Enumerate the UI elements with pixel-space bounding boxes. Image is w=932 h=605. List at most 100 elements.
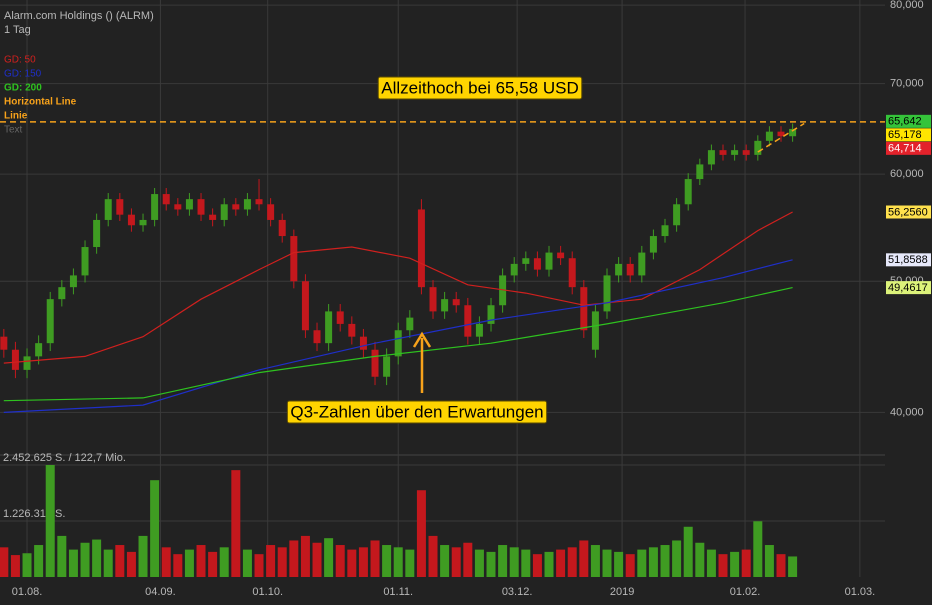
volume-bar — [416, 490, 426, 577]
volume-bar — [532, 554, 542, 577]
y-tick-label: 70,000 — [890, 77, 924, 89]
last-value-label: 51,8588 — [888, 254, 928, 266]
candle-body — [394, 330, 402, 357]
last-value-label: 64,714 — [888, 143, 922, 155]
candle-body — [719, 150, 727, 155]
legend-entry: GD: 150 — [4, 69, 42, 80]
annotation-box — [286, 400, 548, 424]
candle-body — [371, 349, 379, 377]
volume-bar — [428, 535, 438, 577]
volume-bar — [126, 551, 136, 577]
last-value-box — [886, 253, 931, 267]
candle-body — [0, 336, 8, 350]
candle-body — [81, 247, 89, 276]
volume-bar — [184, 549, 194, 577]
volume-bar — [335, 545, 345, 577]
candle-body — [591, 311, 599, 350]
volume-bar — [34, 545, 44, 577]
volume-tick-label: 1.226.312 S. — [3, 508, 65, 520]
volume-bar — [660, 545, 670, 577]
candle-body — [197, 199, 205, 215]
y-tick-label: 60,000 — [890, 168, 924, 180]
candle-body — [638, 252, 646, 276]
last-value-box — [886, 281, 931, 295]
annotation-text: Allzeithoch bei 65,58 USD — [381, 78, 579, 97]
volume-bar — [509, 547, 519, 577]
volume-bar — [324, 538, 334, 577]
volume-bar — [521, 549, 531, 577]
last-value-box — [886, 128, 931, 142]
x-tick-label: 2019 — [610, 586, 634, 598]
candle-body — [46, 299, 54, 344]
legend-entry: Horizontal Line — [4, 97, 77, 108]
volume-bar — [486, 551, 496, 577]
candle-body — [510, 263, 518, 276]
candle-body — [104, 199, 112, 220]
volume-bar — [92, 539, 102, 577]
volume-bar — [300, 535, 310, 577]
candle-body — [742, 150, 750, 155]
candle-body — [232, 204, 240, 210]
candle-body — [487, 305, 495, 324]
moving-average-line — [3, 259, 793, 413]
volume-bar — [706, 549, 716, 577]
candle-body — [789, 128, 797, 137]
candle-body — [707, 150, 715, 165]
candle-body — [93, 219, 101, 248]
volume-bar — [556, 549, 566, 577]
volume-bar — [683, 526, 693, 577]
trend-line — [757, 122, 805, 153]
volume-bar — [289, 540, 299, 577]
candle-body — [139, 219, 147, 226]
volume-bar — [10, 555, 20, 577]
candle-body — [626, 263, 634, 276]
moving-average-line — [3, 211, 793, 364]
volume-bar — [637, 549, 647, 577]
candle-body — [673, 204, 681, 226]
volume-bar — [208, 551, 218, 577]
candle-body — [23, 356, 31, 370]
candle-body — [684, 179, 692, 205]
volume-bar — [602, 549, 612, 577]
candle-body — [336, 311, 344, 324]
volume-bar — [173, 554, 183, 577]
volume-bar — [115, 545, 125, 577]
volume-bar — [695, 542, 705, 577]
volume-bar — [347, 549, 357, 577]
volume-tick-label: 2.452.625 S. / 122,7 Mio. — [3, 452, 126, 464]
volume-bar — [358, 547, 368, 577]
last-value-box — [886, 205, 931, 219]
candle-body — [603, 275, 611, 312]
candle-body — [127, 214, 135, 226]
candle-body — [522, 258, 530, 264]
last-value-label: 65,642 — [888, 116, 922, 128]
x-tick-label: 03.12. — [502, 586, 533, 598]
candle-body — [278, 219, 286, 237]
candle-body — [325, 311, 333, 344]
candle-body — [580, 287, 588, 331]
candle-body — [267, 204, 275, 220]
candle-body — [452, 299, 460, 306]
legend-entry: Linie — [4, 111, 28, 122]
volume-bar — [776, 554, 786, 577]
volume-bar — [544, 551, 554, 577]
x-tick-label: 01.08. — [12, 586, 43, 598]
x-tick-label: 01.02. — [730, 586, 761, 598]
volume-bar — [788, 556, 798, 577]
moving-average-line — [3, 287, 793, 402]
candle-body — [255, 199, 263, 205]
volume-bar — [474, 549, 484, 577]
legend-entry: Text — [4, 125, 23, 136]
y-tick-label: 40,000 — [890, 406, 924, 418]
candle-body — [162, 194, 170, 205]
candle-body — [441, 299, 449, 312]
volume-bar — [382, 545, 392, 577]
x-tick-label: 01.11. — [383, 586, 413, 598]
volume-bar — [231, 470, 241, 577]
chart-subtitle: 1 Tag — [4, 24, 31, 36]
candle-body — [151, 194, 159, 220]
volume-bar — [590, 545, 600, 577]
candle-body — [116, 199, 124, 215]
volume-bar — [242, 549, 252, 577]
